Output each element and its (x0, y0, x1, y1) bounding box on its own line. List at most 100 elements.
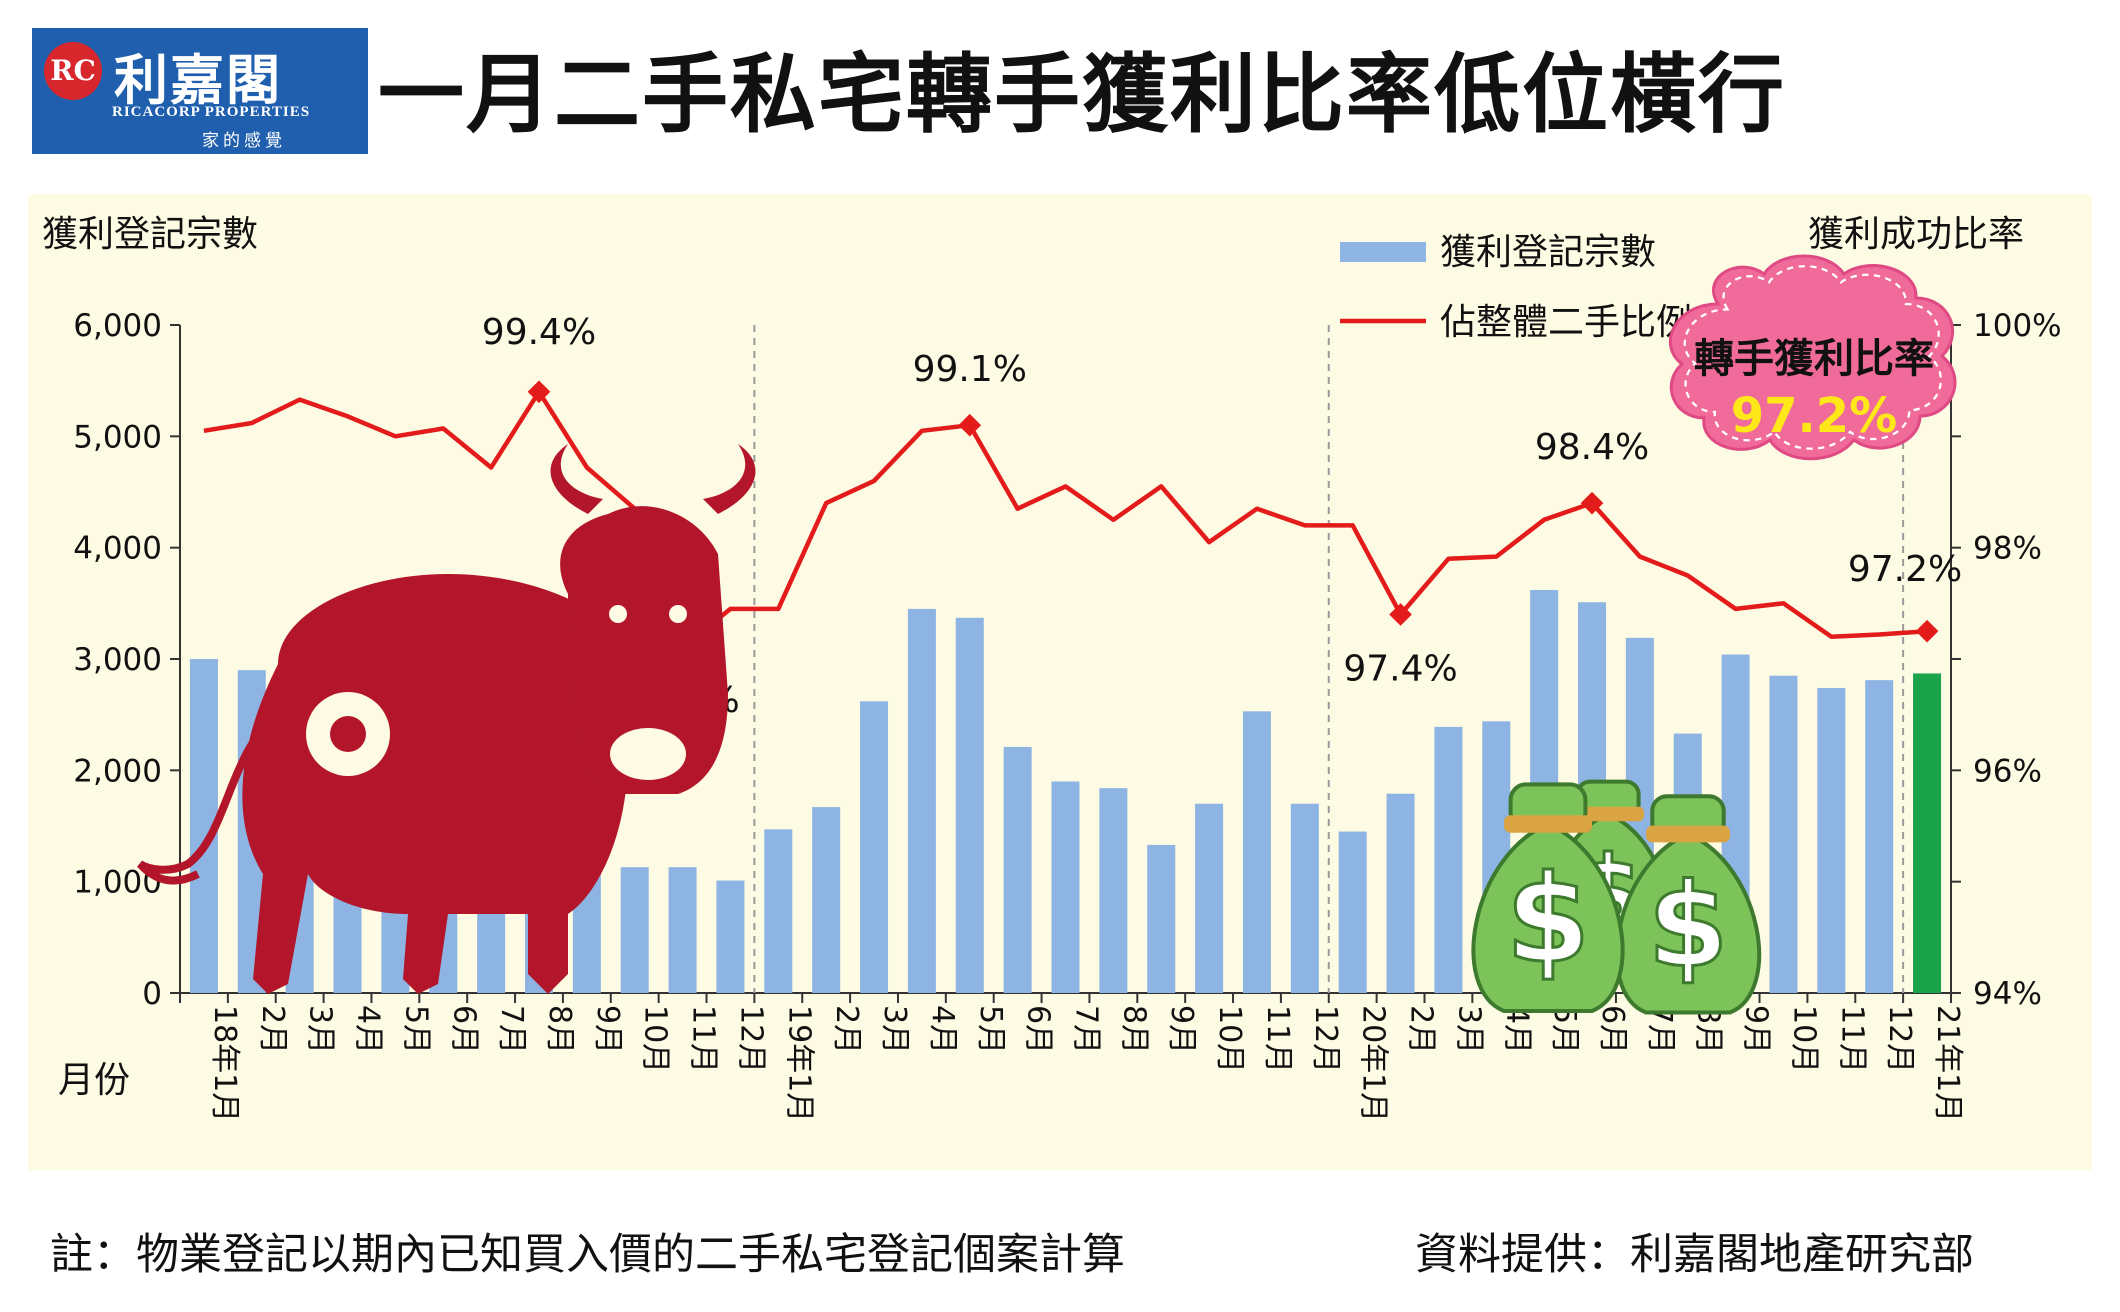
bar-highlight (1913, 673, 1942, 993)
x-axis-category-label: 19年1月 (781, 1005, 816, 1122)
ratio-marker (1389, 603, 1412, 626)
x-axis-category-label: 18年1月 (207, 1005, 242, 1122)
bar (812, 807, 841, 993)
left-axis-tick-label: 2,000 (73, 753, 162, 789)
right-axis-tick-label: 100% (1973, 308, 2062, 344)
legend-bar-label: 獲利登記宗數 (1440, 232, 1656, 273)
bar (1242, 711, 1271, 993)
bar (1338, 831, 1367, 993)
money-bag-icon-dollar-sign: $ (1648, 859, 1728, 993)
left-axis-tick-label: 4,000 (73, 531, 162, 567)
x-axis-category-label: 12月 (1882, 1005, 1917, 1073)
x-axis-title: 月份 (58, 1060, 130, 1101)
x-axis-category-label: 5月 (398, 1005, 433, 1054)
x-axis-category-label: 11月 (686, 1005, 721, 1073)
bar (668, 867, 697, 993)
logo-mark: RC (44, 42, 102, 100)
x-axis-category-label: 7月 (1069, 1005, 1104, 1054)
bar (955, 617, 984, 993)
money-bag-icon (1471, 821, 1625, 1013)
x-axis-category-label: 4月 (351, 1005, 386, 1054)
bar (860, 701, 889, 993)
ratio-marker (958, 413, 982, 437)
x-axis-category-label: 2月 (829, 1005, 864, 1054)
x-axis-category-label: 2月 (1404, 1005, 1439, 1054)
x-axis-category-label: 5月 (973, 1005, 1008, 1054)
left-axis-tick-label: 0 (142, 976, 162, 1012)
x-axis-category-label: 7月 (494, 1005, 529, 1054)
bar (907, 608, 936, 993)
logo-name-en: RICACORP PROPERTIES (112, 104, 311, 120)
left-axis-title: 獲利登記宗數 (42, 214, 258, 255)
x-axis-category-label: 6月 (1021, 1005, 1056, 1054)
data-label: 98.4% (1535, 427, 1649, 468)
callout-value: 97.2% (1731, 388, 1898, 444)
x-axis-category-label: 9月 (590, 1005, 625, 1054)
right-axis-tick-label: 94% (1973, 976, 2042, 1012)
company-logo: RC 利嘉閣 RICACORP PROPERTIES 家的感覺 (32, 28, 368, 154)
bar (1434, 726, 1463, 993)
ox-illustration-icon (242, 574, 628, 994)
ox-nose-icon (610, 728, 686, 780)
bar (1147, 844, 1176, 993)
x-axis-category-label: 6月 (446, 1005, 481, 1054)
callout-title: 轉手獲利比率 (1694, 336, 1934, 382)
right-axis-title: 獲利成功比率 (1808, 214, 2024, 255)
bar (764, 829, 793, 993)
legend-line-label: 佔整體二手比例 (1440, 302, 1692, 343)
right-axis-tick-label: 96% (1973, 753, 2042, 789)
bar (1195, 803, 1224, 993)
bar (620, 867, 649, 993)
bar (1003, 746, 1032, 993)
x-axis-category-label: 11月 (1834, 1005, 1869, 1073)
left-axis-tick-label: 6,000 (73, 308, 162, 344)
bar (1290, 803, 1319, 993)
left-axis-tick-label: 5,000 (73, 419, 162, 455)
ox-eye-left-icon (609, 605, 627, 623)
legend-bar-swatch (1340, 242, 1426, 262)
left-axis-tick-label: 3,000 (73, 642, 162, 678)
x-axis-category-label: 9月 (1164, 1005, 1199, 1054)
x-axis-category-label: 11月 (1260, 1005, 1295, 1073)
logo-tagline: 家的感覺 (202, 131, 286, 151)
x-axis-category-label: 9月 (1739, 1005, 1774, 1054)
bar (1817, 687, 1846, 993)
x-axis-category-label: 10月 (638, 1005, 673, 1073)
money-bag-icon-dollar-sign: $ (1506, 850, 1590, 991)
x-axis-category-label: 6月 (1595, 1005, 1630, 1054)
bar (1769, 675, 1798, 993)
footnote: 註：物業登記以期內已知買入價的二手私宅登記個案計算 (50, 1230, 1125, 1280)
page-title: 一月二手私宅轉手獲利比率低位橫行 (378, 45, 1786, 145)
x-axis-category-label: 5月 (1547, 1005, 1582, 1054)
money-bag-icon-tie (1504, 815, 1592, 833)
x-axis-category-label: 12月 (733, 1005, 768, 1073)
x-axis-category-label: 20年1月 (1356, 1005, 1391, 1122)
ox-tail-icon (137, 710, 281, 885)
ox-flower-center-icon (330, 716, 366, 752)
callout-cloud (1669, 254, 1957, 461)
x-axis-category-label: 3月 (877, 1005, 912, 1054)
data-label: 97.4% (1343, 648, 1457, 689)
source-credit: 資料提供：利嘉閣地產研究部 (1415, 1230, 1974, 1280)
x-axis-category-label: 10月 (1212, 1005, 1247, 1073)
x-axis-category-label: 4月 (925, 1005, 960, 1054)
x-axis-category-label: 8月 (542, 1005, 577, 1054)
x-axis-category-label: 10月 (1786, 1005, 1821, 1073)
x-axis-category-label: 4月 (1499, 1005, 1534, 1054)
x-axis-category-label: 3月 (1451, 1005, 1486, 1054)
chart-panel: 0 1,000 2,000 3,000 4,000 5,000 6,000 94% 96% 98%… (28, 194, 2092, 1170)
logo-name: 利嘉閣 (114, 48, 282, 112)
data-label: 99.1% (913, 349, 1027, 390)
x-axis-category-label: 12月 (1308, 1005, 1343, 1073)
ratio-marker (527, 380, 551, 404)
bar (1865, 680, 1894, 993)
chart: 01,0002,0003,0004,0005,0006,00094%96%98%… (42, 214, 2062, 1122)
money-bag-icon-tie (1646, 825, 1730, 843)
ratio-marker (1580, 491, 1604, 515)
data-label: 97.2% (1848, 549, 1962, 590)
x-axis-category-label: 2月 (255, 1005, 290, 1054)
money-bag-icon (1614, 831, 1762, 1015)
bar (1099, 788, 1128, 993)
callout-cloud-dash (1683, 265, 1942, 450)
bar (716, 880, 745, 993)
